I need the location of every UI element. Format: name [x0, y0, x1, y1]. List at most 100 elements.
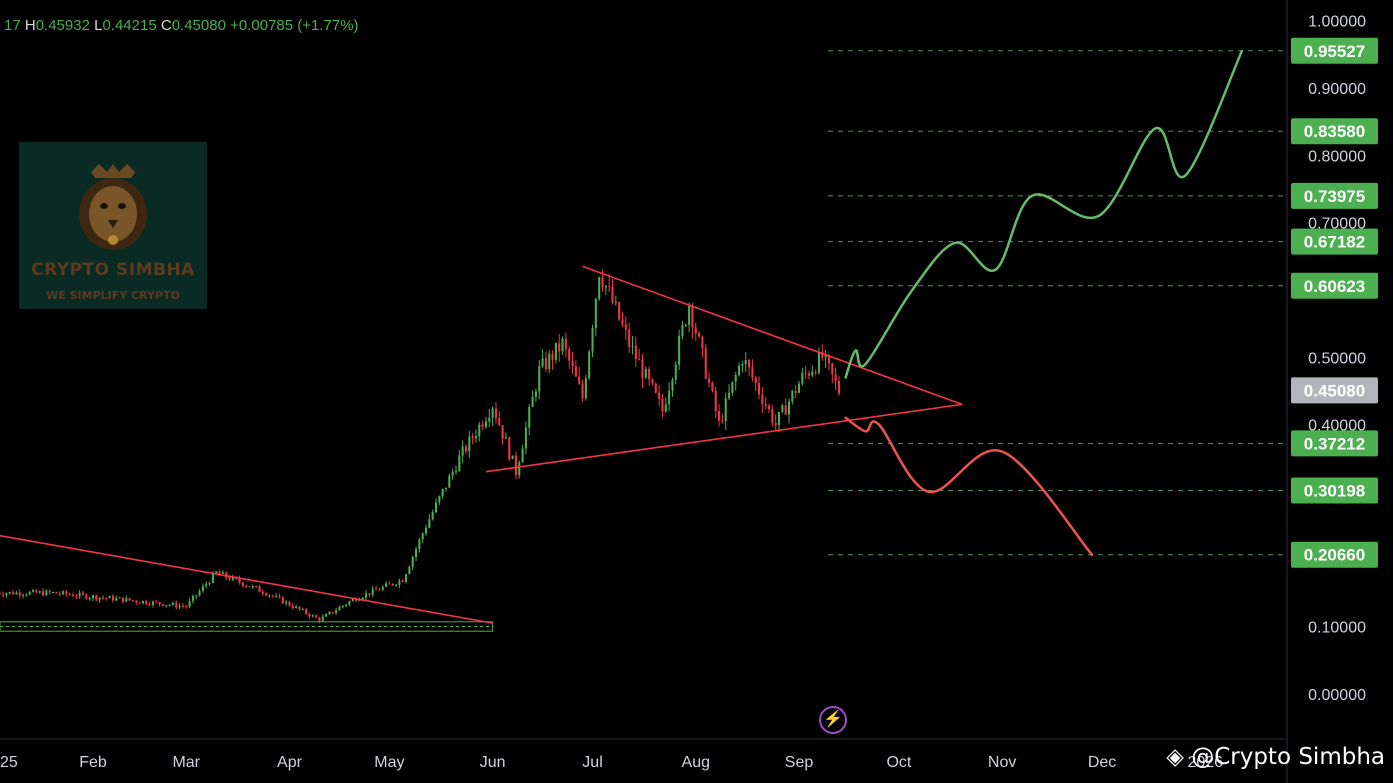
candle-body	[744, 360, 747, 365]
candle-body	[301, 609, 304, 611]
candle-body	[52, 591, 55, 593]
candle-body	[141, 601, 144, 604]
candle-body	[231, 576, 234, 580]
candle-body	[734, 375, 737, 382]
candle-body	[85, 594, 88, 599]
y-tick-label: 0.80000	[1308, 148, 1366, 165]
candle-body	[414, 548, 418, 557]
price-axis[interactable]: 1.00000 0.90000 0.80000 0.70000 0.50000 0.400…	[1308, 14, 1366, 704]
x-tick-label: Aug	[682, 754, 710, 771]
x-tick-label: 2026	[1187, 754, 1223, 771]
candle-body	[215, 571, 218, 574]
candle-body	[411, 556, 414, 567]
candle-body	[721, 420, 724, 422]
candle-body	[148, 604, 151, 606]
candle-body	[807, 373, 811, 376]
candle-body	[797, 383, 801, 393]
candle-body	[32, 590, 35, 592]
candle-body	[504, 437, 507, 439]
candle-body	[648, 368, 651, 380]
candle-body	[741, 364, 744, 366]
candle-body	[558, 342, 561, 352]
low-value: 0.44215	[102, 17, 157, 34]
candle-body	[544, 358, 547, 370]
candle-body	[494, 408, 497, 419]
candle-body	[508, 437, 511, 459]
candle-body	[738, 365, 741, 376]
candle-body	[837, 381, 840, 394]
candle-body	[811, 371, 814, 376]
candle-body	[728, 392, 731, 399]
x-tick-label: Jun	[480, 754, 506, 771]
candle-body	[454, 471, 458, 473]
target-levels	[828, 50, 1287, 556]
candle-body	[401, 580, 404, 583]
candle-body	[238, 578, 241, 583]
brand-logo: CRYPTO SIMBHA WE SIMPLIFY CRYPTO	[19, 142, 207, 309]
x-tick-label: May	[374, 754, 404, 771]
candle-body	[265, 593, 268, 596]
candle-body	[328, 611, 331, 615]
candle-body	[718, 410, 721, 421]
candle-body	[541, 358, 544, 367]
candle-body	[361, 597, 364, 600]
candle-body	[125, 598, 128, 602]
candle-body	[618, 302, 621, 320]
candle-body	[295, 606, 298, 608]
candle-body	[591, 327, 594, 352]
candle-body	[471, 436, 474, 438]
target-level-tag	[1291, 37, 1378, 64]
target-level-tag	[1291, 541, 1378, 568]
target-level-label: 0.67182	[1304, 233, 1365, 252]
y-tick-label: 0.90000	[1308, 81, 1366, 98]
candle-body	[248, 586, 251, 588]
candle-body	[514, 455, 517, 476]
candle-body	[338, 607, 341, 611]
candle-body	[764, 404, 767, 406]
candle-body	[28, 591, 31, 595]
x-tick-label: Sep	[785, 754, 814, 771]
candle-body	[18, 592, 21, 596]
candle-body	[88, 597, 91, 599]
candle-body	[121, 597, 125, 602]
candle-body	[101, 597, 105, 599]
candle-body	[225, 572, 228, 578]
candle-body	[61, 591, 65, 594]
candle-body	[584, 378, 587, 399]
candle-body	[245, 585, 248, 587]
lightning-bolt-icon[interactable]: ⚡	[819, 706, 847, 734]
candle-body	[91, 595, 95, 598]
candle-body	[211, 573, 214, 583]
target-level-label: 0.73975	[1304, 187, 1365, 206]
candle-body	[801, 372, 804, 384]
candle-body	[704, 348, 707, 379]
candle-body	[395, 584, 398, 586]
time-axis[interactable]: 25 Feb Mar Apr May Jun Jul Aug Sep Oct Nov Dec 2026	[0, 754, 1223, 771]
candle-body	[115, 598, 118, 601]
candle-body	[298, 606, 301, 610]
candle-body	[478, 424, 481, 437]
y-tick-label: 0.10000	[1308, 620, 1366, 637]
target-level-label: 0.83580	[1304, 122, 1365, 141]
candle-body	[341, 605, 344, 608]
candle-body	[408, 566, 411, 575]
candle-body	[708, 378, 711, 383]
candle-body	[168, 604, 171, 606]
triangle-upper-line	[582, 265, 963, 406]
candle-body	[501, 425, 504, 439]
candle-body	[434, 502, 438, 513]
candle-body	[511, 455, 514, 459]
candle-body	[75, 596, 78, 598]
candle-body	[228, 577, 231, 580]
candle-body	[185, 606, 188, 608]
candle-body	[12, 591, 15, 595]
close-label: C	[160, 17, 172, 34]
candle-body	[278, 595, 281, 598]
current-price-label: 0.45080	[1304, 381, 1365, 400]
candle-body	[201, 586, 204, 592]
candle-body	[45, 590, 48, 596]
candle-body	[345, 604, 348, 606]
candle-body	[261, 591, 264, 594]
candle-body	[787, 401, 791, 415]
